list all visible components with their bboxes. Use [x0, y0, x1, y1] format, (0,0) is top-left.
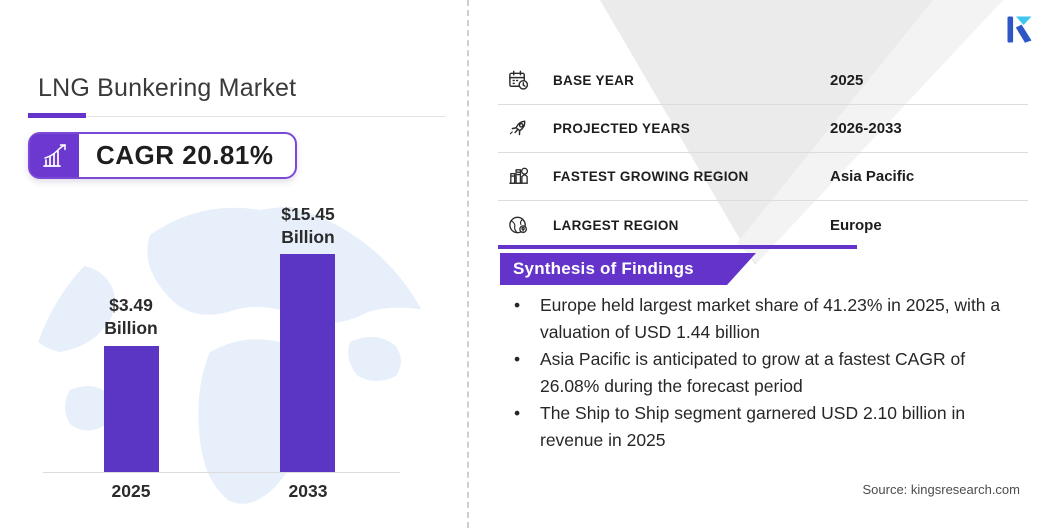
city-growth-icon [506, 165, 530, 189]
cagr-badge: CAGR 20.81% [28, 132, 298, 179]
findings-heading-banner: Synthesis of Findings [500, 253, 756, 285]
accent-line [498, 245, 857, 249]
row-value: Asia Pacific [830, 168, 915, 185]
row-value: Europe [830, 216, 882, 234]
cagr-value: CAGR 20.81% [96, 140, 274, 170]
findings-heading: Synthesis of Findings [513, 259, 694, 278]
table-row-largest-region: LARGEST REGION Europe [498, 201, 1028, 249]
bar-value-label: $15.45 Billion [281, 204, 335, 247]
row-label: FASTEST GROWING REGION [553, 169, 749, 184]
dashed-divider [467, 0, 469, 528]
calendar-clock-icon [506, 69, 530, 93]
title-underline [28, 116, 446, 117]
row-label: PROJECTED YEARS [553, 121, 691, 136]
finding-item: Asia Pacific is anticipated to grow at a… [502, 346, 1014, 400]
kings-research-logo [1007, 16, 1032, 43]
bar-2025 [104, 346, 159, 472]
x-tick-label: 2033 [288, 481, 328, 501]
x-axis-line [43, 472, 400, 473]
findings-list: Europe held largest market share of 41.2… [502, 292, 1014, 454]
row-value: 2025 [830, 72, 864, 89]
title-underline-accent [28, 113, 86, 118]
finding-item: The Ship to Ship segment garnered USD 2.… [502, 400, 1014, 454]
source-attribution: Source: kingsresearch.com [862, 482, 1020, 497]
finding-item: Europe held largest market share of 41.2… [502, 292, 1014, 346]
rocket-icon [506, 117, 530, 141]
bar-value-label: $3.49 Billion [104, 295, 158, 338]
row-label: BASE YEAR [553, 73, 635, 88]
page-title: LNG Bunkering Market [38, 74, 297, 102]
table-row-base-year: BASE YEAR 2025 [498, 57, 1028, 105]
x-tick-label: 2025 [111, 481, 151, 501]
table-row-projected-years: PROJECTED YEARS 2026-2033 [498, 105, 1028, 153]
row-value: 2026-2033 [830, 120, 902, 137]
globe-pin-icon [506, 213, 530, 237]
key-facts-table: BASE YEAR 2025 PROJECTED YEARS 2026-2033 [498, 57, 1028, 249]
table-row-fastest-growing-region: FASTEST GROWING REGION Asia Pacific [498, 153, 1028, 201]
growth-chart-icon [30, 134, 79, 177]
bar-2033 [280, 254, 335, 472]
row-label: LARGEST REGION [553, 217, 679, 233]
